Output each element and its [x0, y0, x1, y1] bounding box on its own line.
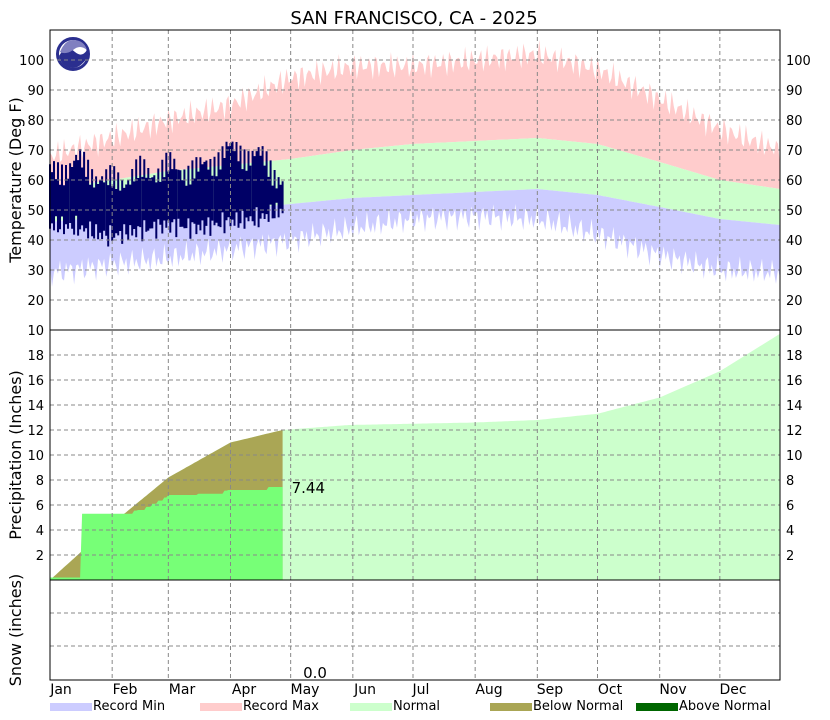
precip-tick-right: 6: [786, 499, 794, 514]
precip-tick-left: 12: [27, 424, 44, 439]
temp-tick-left: 100: [19, 54, 44, 69]
precip-tick-right: 4: [786, 524, 794, 539]
legend-label: Below Normal: [533, 699, 623, 714]
month-label: May: [291, 682, 320, 698]
precip-tick-right: 10: [786, 449, 803, 464]
month-label: Mar: [169, 682, 196, 698]
precip-tick-right: 2: [786, 549, 794, 564]
temp-tick-right: 80: [786, 114, 803, 129]
noaa-logo-icon: [54, 35, 92, 73]
temp-tick-right: 40: [786, 234, 803, 249]
legend-item: Above Normal: [636, 699, 771, 714]
precip-tick-right: 14: [786, 399, 803, 414]
legend-swatch: [490, 703, 532, 711]
precip-tick-right: 8: [786, 474, 794, 489]
temp-tick-right: 60: [786, 174, 803, 189]
precip-tick-left: 8: [36, 474, 44, 489]
temp-tick-left: 60: [27, 174, 44, 189]
temp-tick-right: 90: [786, 84, 803, 99]
precip-tick-right: 18: [786, 349, 803, 364]
month-label: Oct: [598, 682, 623, 698]
legend-swatch: [50, 703, 92, 711]
snow-axis-title: Snow (inches): [6, 574, 25, 686]
precip-tick-left: 10: [27, 449, 44, 464]
precip-tick-left: 6: [36, 499, 44, 514]
month-label: Nov: [659, 682, 686, 698]
legend-item: Record Min: [50, 699, 165, 714]
snow-total-label: 0.0: [303, 664, 327, 682]
temp-tick-left: 20: [27, 294, 44, 309]
month-label: Feb: [113, 682, 138, 698]
temp-tick-left: 80: [27, 114, 44, 129]
legend-swatch: [350, 703, 392, 711]
temp-tick-left: 30: [27, 264, 44, 279]
month-label: Jan: [49, 682, 72, 698]
plot-frame: [49, 29, 781, 681]
temp-tick-left: 90: [27, 84, 44, 99]
legend-item: Below Normal: [490, 699, 623, 714]
precip-axis-title: Precipitation (Inches): [6, 370, 25, 540]
precip-total-label: 7.44: [292, 479, 325, 497]
temp-bottom-tick-left: 10: [27, 324, 44, 339]
legend-item: Record Max: [200, 699, 319, 714]
legend-label: Record Max: [243, 699, 319, 714]
month-label: Jul: [412, 682, 430, 698]
temp-tick-left: 40: [27, 234, 44, 249]
temp-tick-right: 50: [786, 204, 803, 219]
month-label: Sep: [537, 682, 564, 698]
precip-tick-right: 12: [786, 424, 803, 439]
temp-axis-title: Temperature (Deg F): [6, 97, 25, 264]
legend-item: Normal: [350, 699, 440, 714]
precip-tick-left: 2: [36, 549, 44, 564]
precip-tick-left: 16: [27, 374, 44, 389]
month-label: Aug: [475, 682, 502, 698]
precip-tick-left: 14: [27, 399, 44, 414]
month-label: Apr: [232, 682, 256, 698]
chart-title: SAN FRANCISCO, CA - 2025: [290, 8, 537, 29]
temp-tick-left: 70: [27, 144, 44, 159]
temp-bottom-tick-right: 10: [786, 324, 803, 339]
month-label: Dec: [719, 682, 746, 698]
legend: Record Min Record Max Normal Below Normal Ab…: [50, 699, 771, 714]
legend-label: Above Normal: [679, 699, 771, 714]
precip-tick-left: 4: [36, 524, 44, 539]
temp-tick-right: 30: [786, 264, 803, 279]
legend-swatch: [636, 703, 678, 711]
month-label: Jun: [353, 682, 376, 698]
temp-tick-right: 20: [786, 294, 803, 309]
legend-swatch: [200, 703, 242, 711]
temp-tick-right: 70: [786, 144, 803, 159]
precip-tick-right: 16: [786, 374, 803, 389]
precip-tick-left: 18: [27, 349, 44, 364]
temp-tick-left: 50: [27, 204, 44, 219]
temp-tick-right: 100: [786, 54, 811, 69]
observed-precip-area: [50, 487, 283, 580]
legend-label: Record Min: [93, 699, 165, 714]
legend-label: Normal: [393, 699, 440, 714]
